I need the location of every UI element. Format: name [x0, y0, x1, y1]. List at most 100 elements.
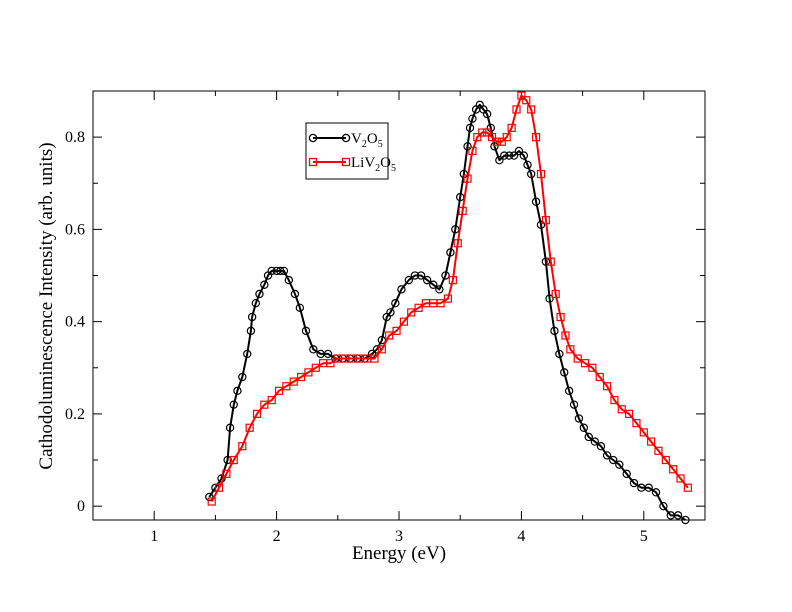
data-point [596, 441, 606, 451]
data-point [247, 312, 257, 322]
series-v2o5 [205, 100, 690, 525]
data-point [531, 133, 541, 142]
data-point [267, 395, 276, 405]
data-point [622, 469, 631, 479]
data-point [502, 133, 511, 142]
data-point [519, 151, 529, 160]
data-point [609, 455, 618, 465]
data-point [526, 169, 536, 179]
data-point [523, 160, 532, 170]
x-axis-label: Energy (eV) [352, 543, 446, 564]
y-tick-label: 0.6 [65, 221, 85, 238]
x-tick-label: 4 [517, 528, 525, 545]
data-point [478, 128, 487, 137]
data-point [551, 289, 560, 299]
data-point [436, 299, 445, 308]
x-tick-label: 3 [395, 528, 403, 545]
data-point [465, 123, 475, 133]
data-point [397, 285, 406, 294]
data-point [683, 483, 692, 492]
data-point [584, 432, 593, 442]
plot-frame [92, 90, 706, 521]
data-point [580, 359, 590, 368]
data-point [673, 511, 683, 520]
data-point [560, 368, 569, 377]
data-point [617, 405, 626, 414]
data-point [289, 377, 298, 386]
legend-marker-v2o5 [308, 133, 318, 143]
data-point [531, 197, 541, 206]
series-line-v2o5 [208, 103, 686, 521]
data-point [296, 372, 306, 382]
data-point [233, 386, 242, 396]
data-point [495, 155, 504, 165]
data-point [458, 206, 467, 216]
data-point [377, 335, 387, 345]
data-point [615, 460, 624, 469]
data-point [229, 400, 238, 409]
data-point [453, 239, 462, 248]
data-point [267, 266, 276, 276]
data-point [504, 151, 514, 160]
data-point [468, 114, 477, 123]
data-point [482, 109, 492, 119]
data-point [546, 257, 555, 266]
data-point [647, 437, 656, 446]
data-point [414, 303, 423, 312]
data-point [483, 128, 492, 137]
data-point [410, 271, 420, 280]
data-point [251, 298, 260, 308]
y-tick-label: 0.4 [65, 314, 85, 331]
data-point [517, 91, 526, 100]
data-point [238, 372, 247, 382]
y-tick-label: 0.8 [65, 129, 85, 146]
data-point [225, 423, 235, 432]
data-point [370, 354, 379, 363]
y-tick-label: 0.2 [65, 406, 85, 423]
data-point [407, 308, 416, 317]
data-point [632, 419, 641, 428]
data-point [223, 455, 232, 465]
data-point [207, 497, 216, 506]
series-liv2o5 [207, 91, 692, 506]
data-point [326, 359, 335, 368]
data-point [561, 331, 570, 340]
data-point [625, 409, 634, 419]
data-point [550, 326, 559, 336]
data-point [404, 275, 413, 285]
series-line-liv2o5 [210, 94, 689, 502]
data-point [487, 133, 497, 142]
data-point [276, 266, 285, 276]
data-point [669, 465, 678, 474]
data-point [229, 455, 238, 465]
data-point [492, 137, 502, 146]
data-point [255, 289, 264, 299]
data-point [545, 294, 554, 303]
data-point [522, 96, 531, 105]
data-point [274, 386, 284, 395]
data-point [448, 276, 457, 285]
data-point [629, 478, 639, 488]
data-point [309, 345, 318, 354]
data-point [446, 248, 455, 257]
data-point [290, 289, 300, 299]
data-point [323, 349, 333, 359]
data-point [301, 326, 311, 336]
data-point [639, 428, 648, 437]
data-point [676, 474, 685, 483]
y-tick-label: 0 [77, 498, 85, 515]
data-point [311, 363, 320, 372]
data-point [590, 437, 600, 446]
data-point [602, 451, 612, 460]
data-point [681, 515, 690, 525]
data-point [443, 294, 453, 303]
data-point [536, 220, 546, 229]
data-point [490, 142, 499, 151]
data-point [441, 271, 450, 280]
data-point [651, 488, 661, 497]
data-point [573, 354, 582, 363]
data-point [386, 308, 395, 317]
data-point [246, 326, 256, 336]
data-point [245, 423, 254, 432]
